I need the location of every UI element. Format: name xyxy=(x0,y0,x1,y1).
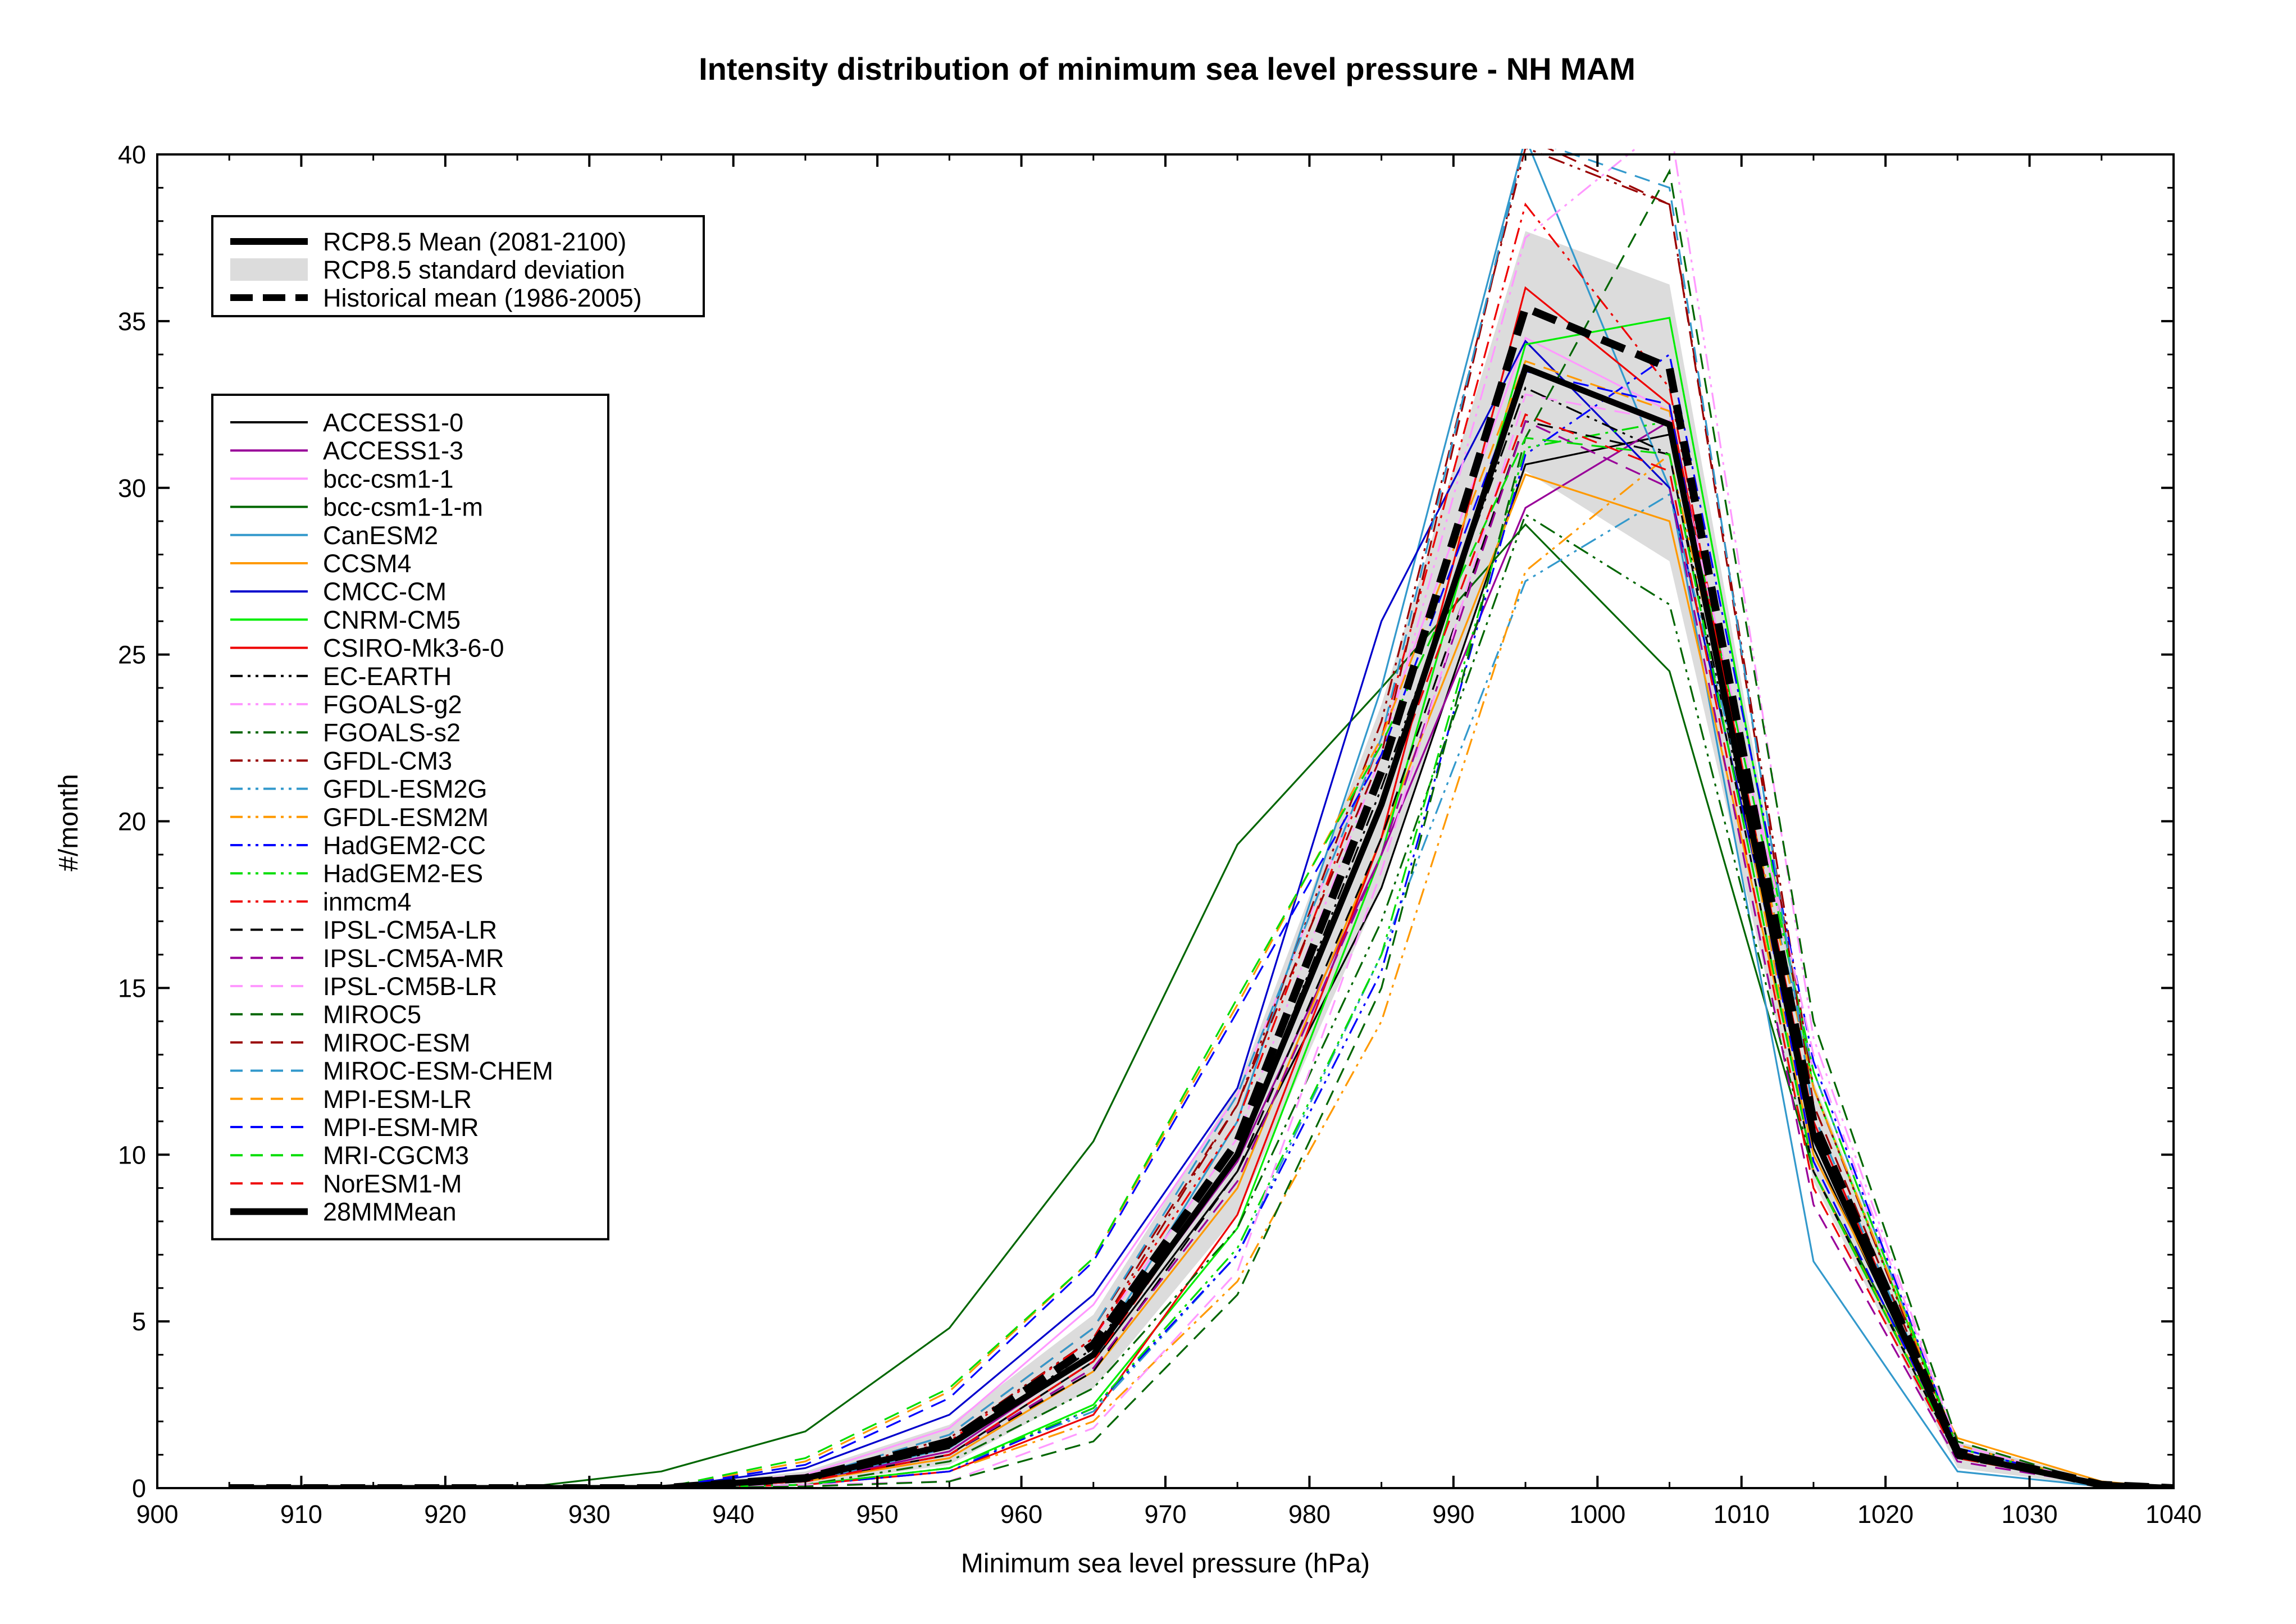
series-line-HadGEM2-ES xyxy=(229,420,2174,1488)
y-tick-label: 15 xyxy=(118,974,146,1002)
model-legend-label: NorESM1-M xyxy=(323,1169,462,1198)
model-legend-label: ACCESS1-3 xyxy=(323,436,463,465)
model-legend-label: inmcm4 xyxy=(323,887,412,916)
series-line-GFDL-ESM2M xyxy=(229,453,2174,1488)
x-tick-label: 970 xyxy=(1144,1500,1186,1529)
x-tick-label: 900 xyxy=(136,1500,178,1529)
x-tick-label: 990 xyxy=(1432,1500,1474,1529)
x-tick-label: 1040 xyxy=(2145,1500,2202,1529)
series-line-HadGEM2-CC xyxy=(229,353,2174,1488)
x-axis-label: Minimum sea level pressure (hPa) xyxy=(961,1549,1370,1579)
model-legend-label: bcc-csm1-1-m xyxy=(323,493,483,522)
model-legend-label: CCSM4 xyxy=(323,549,412,578)
summary-legend-label: RCP8.5 Mean (2081-2100) xyxy=(323,227,626,256)
y-tick-label: 0 xyxy=(132,1474,146,1503)
y-tick-label: 20 xyxy=(118,808,146,836)
model-legend-label: EC-EARTH xyxy=(323,662,452,691)
model-legend-label: CSIRO-Mk3-6-0 xyxy=(323,634,504,663)
model-legend-label: HadGEM2-CC xyxy=(323,831,486,860)
model-legend-label: ACCESS1-0 xyxy=(323,408,463,437)
y-axis-label: #/month xyxy=(54,774,84,871)
y-tick-label: 25 xyxy=(118,641,146,669)
model-legend: ACCESS1-0ACCESS1-3bcc-csm1-1bcc-csm1-1-m… xyxy=(211,394,609,1240)
summary-legend-label: Historical mean (1986-2005) xyxy=(323,284,642,312)
x-tick-label: 1020 xyxy=(1857,1500,1914,1529)
x-tick-label: 920 xyxy=(424,1500,466,1529)
summary-legend: RCP8.5 Mean (2081-2100)RCP8.5 standard d… xyxy=(211,215,705,317)
x-tick-label: 950 xyxy=(857,1500,899,1529)
rcp85-mean-line xyxy=(229,363,2174,1488)
x-tick-label: 1030 xyxy=(2002,1500,2058,1529)
model-legend-label: IPSL-CM5B-LR xyxy=(323,972,497,1001)
model-legend-label: IPSL-CM5A-LR xyxy=(323,916,497,945)
model-legend-label: CanESM2 xyxy=(323,521,438,550)
series-line-MIROC5 xyxy=(229,168,2174,1488)
x-tick-label: 1000 xyxy=(1569,1500,1625,1529)
series-line-MRI-CGCM3 xyxy=(229,436,2174,1488)
axes-layer: 900 910 920 930 940 950 960 970 980 990 1000 1010 10… xyxy=(118,140,2202,1529)
model-legend-label: MRI-CGCM3 xyxy=(323,1141,469,1170)
x-tick-label: 940 xyxy=(712,1500,754,1529)
model-legend-label: bcc-csm1-1 xyxy=(323,464,454,493)
x-tick-label: 910 xyxy=(280,1500,322,1529)
y-tick-label: 5 xyxy=(132,1307,146,1336)
x-tick-label: 930 xyxy=(568,1500,611,1529)
y-tick-label: 40 xyxy=(118,140,146,169)
y-tick-label: 30 xyxy=(118,474,146,503)
chart-title: Intensity distribution of minimum sea le… xyxy=(699,51,1636,86)
model-legend-label: GFDL-CM3 xyxy=(323,746,452,775)
model-legend-label: FGOALS-s2 xyxy=(323,718,461,747)
x-tick-label: 1010 xyxy=(1714,1500,1770,1529)
series-line-MIROC-ESM xyxy=(229,149,2174,1488)
y-tick-label: 10 xyxy=(118,1141,146,1169)
model-legend-label: MIROC5 xyxy=(323,1000,421,1029)
series-line-MPI-ESM-LR xyxy=(229,360,2174,1488)
mean-layer xyxy=(229,302,2174,1488)
x-tick-label: 960 xyxy=(1000,1500,1042,1529)
model-legend-label: MPI-ESM-LR xyxy=(323,1085,472,1114)
series-line-IPSL-CM5A-MR xyxy=(229,419,2174,1488)
series-line-CNRM-CM5 xyxy=(229,317,2174,1488)
model-legend-label: GFDL-ESM2G xyxy=(323,775,488,804)
series-line-MPI-ESM-MR xyxy=(229,370,2174,1488)
y-tick-label: 35 xyxy=(118,307,146,336)
summary-legend-label: RCP8.5 standard deviation xyxy=(323,256,625,284)
model-legend-label: 28MMMean xyxy=(323,1198,457,1226)
model-legend-label: FGOALS-g2 xyxy=(323,690,462,719)
summary-legend-swatch xyxy=(230,258,308,281)
series-line-CanESM2 xyxy=(229,149,2174,1488)
model-legend-label: MIROC-ESM-CHEM xyxy=(323,1057,553,1085)
model-legend-label: CMCC-CM xyxy=(323,577,447,606)
model-legend-label: HadGEM2-ES xyxy=(323,859,483,888)
model-legend-label: MPI-ESM-MR xyxy=(323,1113,479,1142)
model-legend-label: CNRM-CM5 xyxy=(323,605,461,634)
model-legend-label: GFDL-ESM2M xyxy=(323,803,489,832)
model-legend-label: MIROC-ESM xyxy=(323,1028,471,1057)
x-tick-label: 980 xyxy=(1288,1500,1331,1529)
model-legend-label: IPSL-CM5A-MR xyxy=(323,944,504,973)
